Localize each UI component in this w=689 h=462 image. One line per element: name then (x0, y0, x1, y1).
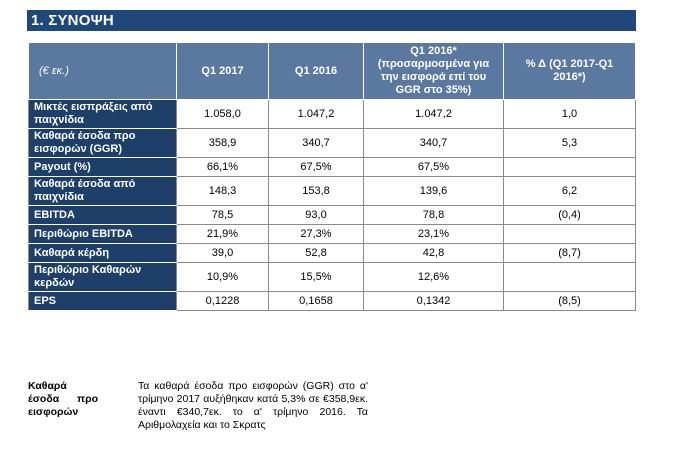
header-unit: (€ εκ.) (28, 42, 177, 100)
cell-q1-2016-adjusted: 42,8 (363, 243, 504, 263)
table-row: Καθαρά έσοδα από παιχνίδια 148,3 153,8 1… (28, 176, 636, 206)
cell-percent-change: (8,5) (503, 291, 636, 311)
cell-percent-change (503, 157, 636, 177)
header-percent-change: % Δ (Q1 2017-Q1 2016*) (503, 42, 636, 100)
row-label: Περιθώριο Καθαρών κερδών (28, 262, 177, 292)
cell-q1-2016: 1.047,2 (268, 99, 364, 129)
cell-percent-change (503, 262, 636, 292)
table-row: Μικτές εισπράξεις από παιχνίδια 1.058,0 … (28, 99, 636, 129)
cell-q1-2016-adjusted: 340,7 (363, 128, 504, 158)
cell-q1-2016-adjusted: 0,1342 (363, 291, 504, 311)
cell-q1-2017: 21,9% (176, 224, 269, 244)
cell-percent-change (503, 224, 636, 244)
section-title: 1. ΣΥΝΟΨΗ (27, 10, 636, 31)
row-label: Payout (%) (28, 157, 177, 177)
table-row: Περιθώριο Καθαρών κερδών 10,9% 15,5% 12,… (28, 262, 636, 292)
cell-q1-2016-adjusted: 139,6 (363, 176, 504, 206)
cell-q1-2017: 1.058,0 (176, 99, 269, 129)
table-row: Καθαρά κέρδη 39,0 52,8 42,8 (8,7) (28, 243, 636, 263)
cell-q1-2016: 153,8 (268, 176, 364, 206)
cell-percent-change: (8,7) (503, 243, 636, 263)
table-row: Καθαρά έσοδα προ εισφορών (GGR) 358,9 34… (28, 128, 636, 158)
cell-q1-2016-adjusted: 78,8 (363, 205, 504, 225)
cell-q1-2016-adjusted: 67,5% (363, 157, 504, 177)
cell-q1-2016: 15,5% (268, 262, 364, 292)
header-q1-2016: Q1 2016 (268, 42, 364, 100)
cell-q1-2017: 66,1% (176, 157, 269, 177)
cell-q1-2016: 67,5% (268, 157, 364, 177)
cell-q1-2017: 358,9 (176, 128, 269, 158)
cell-q1-2016: 0,1658 (268, 291, 364, 311)
cell-q1-2016: 52,8 (268, 243, 364, 263)
table-row: Payout (%) 66,1% 67,5% 67,5% (28, 157, 636, 177)
table-row: Περιθώριο EBITDA 21,9% 27,3% 23,1% (28, 224, 636, 244)
table-row: EBITDA 78,5 93,0 78,8 (0,4) (28, 205, 636, 225)
row-label: Καθαρά έσοδα από παιχνίδια (28, 176, 177, 206)
cell-q1-2016: 27,3% (268, 224, 364, 244)
header-q1-2017: Q1 2017 (176, 42, 269, 100)
cell-q1-2016-adjusted: 12,6% (363, 262, 504, 292)
row-label: EPS (28, 291, 177, 311)
cell-percent-change: 6,2 (503, 176, 636, 206)
summary-table: (€ εκ.) Q1 2017 Q1 2016 Q1 2016* (προσαρ… (28, 42, 636, 311)
row-label: Περιθώριο EBITDA (28, 224, 177, 244)
cell-q1-2016: 93,0 (268, 205, 364, 225)
cell-q1-2017: 148,3 (176, 176, 269, 206)
cell-percent-change: (0,4) (503, 205, 636, 225)
note-title: Καθαρά έσοδα προ εισφορών (28, 380, 98, 418)
cell-percent-change: 1,0 (503, 99, 636, 129)
table-row: EPS 0,1228 0,1658 0,1342 (8,5) (28, 291, 636, 311)
cell-q1-2017: 0,1228 (176, 291, 269, 311)
table-header-row: (€ εκ.) Q1 2017 Q1 2016 Q1 2016* (προσαρ… (28, 42, 636, 100)
cell-q1-2017: 39,0 (176, 243, 269, 263)
note-body: Τα καθαρά έσοδα προ εισφορών (GGR) στο α… (138, 380, 368, 431)
row-label: Καθαρά έσοδα προ εισφορών (GGR) (28, 128, 177, 158)
header-q1-2016-adjusted: Q1 2016* (προσαρμοσμένα για την εισφορά … (363, 42, 504, 100)
cell-q1-2017: 10,9% (176, 262, 269, 292)
row-label: Καθαρά κέρδη (28, 243, 177, 263)
cell-q1-2017: 78,5 (176, 205, 269, 225)
cell-q1-2016-adjusted: 23,1% (363, 224, 504, 244)
cell-q1-2016: 340,7 (268, 128, 364, 158)
row-label: Μικτές εισπράξεις από παιχνίδια (28, 99, 177, 129)
cell-percent-change: 5,3 (503, 128, 636, 158)
cell-q1-2016-adjusted: 1.047,2 (363, 99, 504, 129)
row-label: EBITDA (28, 205, 177, 225)
